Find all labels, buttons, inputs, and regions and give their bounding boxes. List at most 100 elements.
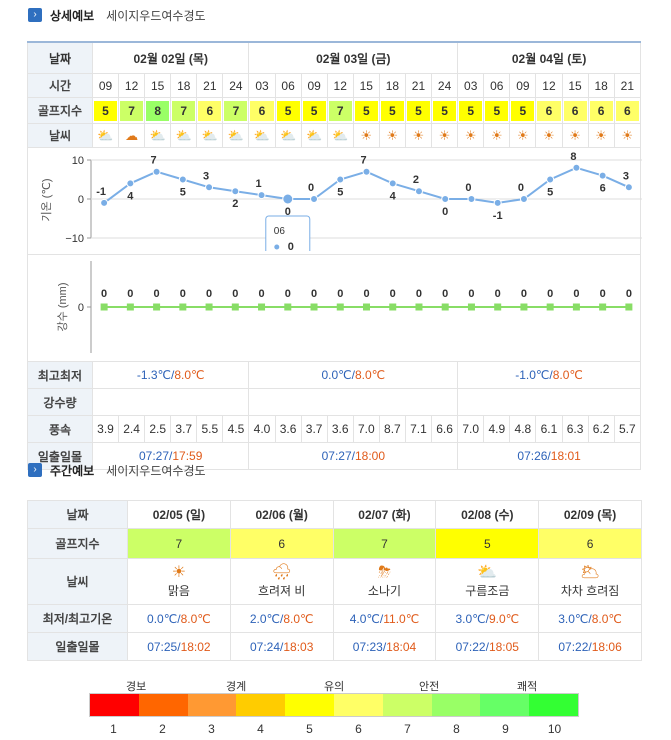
temp-data-label: 4 (127, 190, 134, 202)
temp-point (572, 163, 581, 172)
minmax-row: 최고최저 -1.3℃/8.0℃ 0.0℃/8.0℃ -1.0℃/8.0℃ (27, 361, 641, 389)
legend-swatch (333, 694, 383, 716)
temp-point (231, 187, 240, 196)
rain-point (467, 303, 475, 311)
sun-row: 일출일몰 07:27/17:59 07:27/18:00 07:26/18:01 (27, 442, 641, 470)
weekly-temp-cell: 4.0℃/11.0℃ (332, 604, 437, 633)
wind-cell: 6.3 (561, 415, 589, 443)
weekly-golf-cell: 5 (435, 528, 540, 559)
wind-cell: 3.7 (300, 415, 328, 443)
time-cell: 21 (196, 73, 224, 98)
rain-point (205, 303, 213, 311)
sunny-icon: ☀ (569, 127, 581, 143)
golf-index-value: 5 (406, 100, 430, 121)
sunny-icon: ☀ (464, 127, 477, 143)
weekly-forecast-table: 날짜 02/05 (일) 02/06 (월) 02/07 (화) 02/08 (수) 0… (27, 500, 642, 661)
minmax-label: 최고최저 (27, 361, 93, 389)
wind-cell: 3.7 (170, 415, 198, 443)
golf-index-value: 5 (485, 100, 509, 121)
rain-data-label: 0 (547, 288, 553, 300)
precip-row: 강수량 (27, 388, 641, 416)
golf-index-value: 5 (511, 100, 535, 121)
temp-axis-label: 기온 (℃) (40, 179, 53, 222)
time-cell: 24 (222, 73, 250, 98)
temp-point (388, 179, 397, 188)
golf-index-cell: 6 (535, 97, 563, 124)
golf-index-cell: 7 (326, 97, 354, 124)
legend-word: 안전 (419, 681, 440, 693)
temp-chart-row: 10 0 −10 기온 (℃) -1 4 7 5 3 2 1 0 0 5 7 4 2 0 0 -1 0 5 8 6 3 06 0 (27, 147, 642, 257)
temp-point (100, 198, 109, 207)
time-label: 시간 (27, 73, 93, 98)
legend-number: 3 (208, 722, 215, 736)
golf-label: 골프지수 (27, 97, 93, 124)
temp-point (519, 195, 528, 203)
golf-index-value: 7 (120, 100, 144, 121)
wind-cell: 4.9 (483, 415, 511, 443)
rain-data-label: 0 (311, 288, 317, 300)
partly-cloudy-icon: ⛅ (149, 127, 166, 143)
legend-swatch (90, 694, 139, 716)
weekly-date-cell: 02/07 (화) (332, 500, 437, 529)
golf-index-cell: 6 (196, 97, 224, 124)
temp-data-label: 2 (232, 198, 238, 210)
partly-cloudy-icon: ⛅ (175, 127, 192, 143)
minmax-day-1: -1.3℃/8.0℃ (91, 361, 250, 389)
rain-data-label: 0 (521, 288, 527, 300)
temp-point (126, 179, 135, 188)
sunny-icon: ☀ (595, 127, 607, 143)
legend-swatch (187, 694, 237, 716)
precip-label: 강수량 (27, 388, 93, 416)
temp-point (178, 175, 187, 184)
rain-point (599, 303, 607, 311)
weekly-weather-text: 흐려져 비 (257, 584, 306, 598)
golf-index-legend: 경보 경계 유의 안전 쾌적 1 2 3 4 5 6 7 8 9 10 (89, 681, 579, 736)
rain-data-label: 0 (573, 288, 579, 300)
golf-index-cell: 6 (561, 97, 589, 124)
temp-point (205, 183, 214, 192)
rain-point (415, 303, 423, 311)
wind-cell: 3.6 (274, 415, 302, 443)
golf-index-value: 6 (198, 100, 222, 121)
temp-point (624, 183, 633, 192)
wind-cell: 4.0 (248, 415, 276, 443)
weekly-sun-cell: 07:24/18:03 (229, 632, 334, 661)
rain-axis-label: 강수 (mm) (56, 283, 69, 332)
weekly-date-cell: 02/06 (월) (229, 500, 334, 529)
weekly-sun-cell: 07:25/18:02 (127, 632, 231, 661)
section-bullet-icon: › (28, 8, 42, 22)
wind-cell: 3.9 (91, 415, 120, 443)
detail-forecast-table: 날짜 02월 02일 (목) 02월 03일 (금) 02월 04일 (토) 시… (27, 41, 642, 470)
temp-tick-label: −10 (65, 233, 84, 245)
temp-point (493, 198, 502, 207)
sun-day-2: 07:27/18:00 (248, 442, 459, 470)
temp-data-label: 5 (547, 187, 553, 199)
time-cell: 18 (170, 73, 198, 98)
weekly-place: 세이지우드여수경도 (106, 463, 206, 478)
legend-word: 유의 (324, 681, 345, 693)
minmax-day-3: -1.0℃/8.0℃ (457, 361, 641, 389)
weekly-weather-text: 맑음 (167, 584, 190, 598)
weekly-weather-cell: ⛅ 구름조금 (435, 558, 540, 605)
legend-number: 9 (502, 722, 509, 736)
temp-tick-label: 0 (78, 194, 84, 206)
legend-word: 쾌적 (517, 681, 538, 693)
time-cell: 03 (248, 73, 276, 98)
golf-index-value: 5 (354, 100, 378, 121)
rain-point (336, 303, 344, 311)
golf-index-value: 5 (276, 100, 300, 121)
time-cell: 15 (561, 73, 589, 98)
temp-data-label: 3 (203, 170, 209, 182)
detail-title: 상세예보 (50, 8, 95, 23)
temp-point (336, 175, 345, 184)
golf-index-cell: 5 (300, 97, 328, 124)
golf-index-cell: 6 (613, 97, 642, 124)
temp-data-label: 3 (623, 170, 629, 182)
temp-data-label: 7 (360, 155, 366, 167)
weekly-weather-text: 차차 흐려짐 (560, 584, 620, 598)
legend-number: 7 (404, 722, 411, 736)
weekly-sun-cell: 07:22/18:06 (538, 632, 642, 661)
weekly-section-title: › 주간예보 세이지우드여수경도 (28, 461, 206, 479)
